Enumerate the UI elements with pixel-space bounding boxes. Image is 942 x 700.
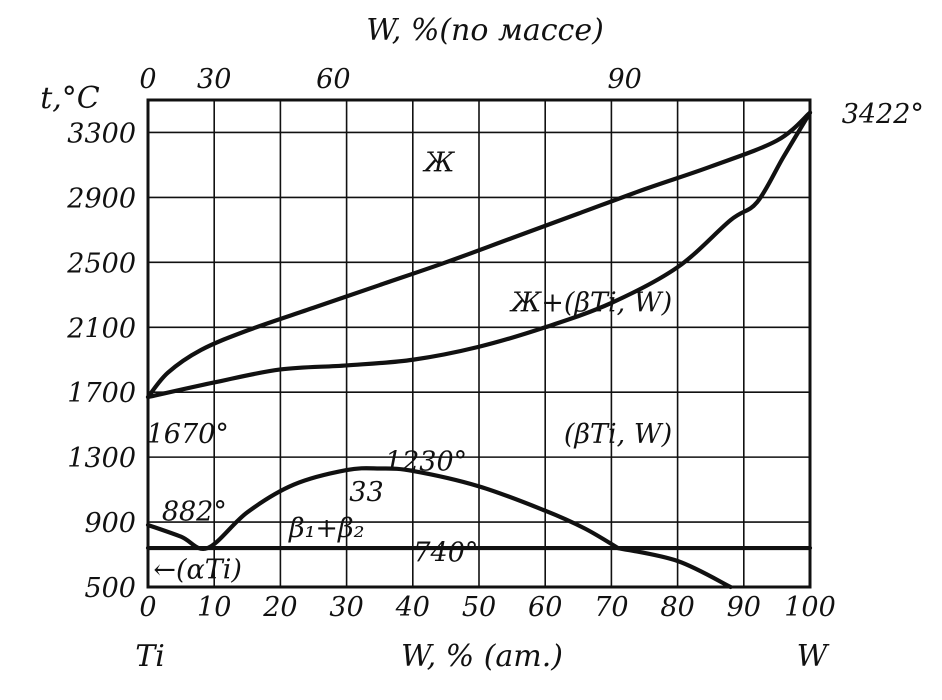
phase-boundary-line [145,110,813,400]
x-tick-label: 80 [660,592,694,623]
x-tick-label: 10 [197,592,231,623]
region-label: Ж+(βTi, W) [509,287,672,318]
top-tick-label: 60 [316,64,350,95]
y-tick-label: 2900 [66,183,136,214]
y-axis-title: t,°C [40,81,100,116]
region-label: 3422° [842,99,924,130]
y-tick-label: 2500 [66,248,136,279]
y-tick-label: 900 [84,508,136,539]
x-tick-label: 50 [462,592,496,623]
left-element-label: Ti [135,639,165,674]
x-tick-label: 30 [329,592,363,623]
phase-boundary-line [145,110,813,400]
region-label: Ж [422,148,455,179]
region-label: 1670° [147,419,229,450]
top-axis-title: W, %(по массе) [366,13,604,48]
region-label: β₁+β₂ [288,513,365,544]
y-tick-label: 500 [84,573,136,604]
x-tick-label: 0 [139,592,156,623]
x-tick-labels: 0 10 20 30 40 50 60 70 80 90 100 [139,592,835,623]
x-tick-label: 90 [727,592,761,623]
x-tick-label: 40 [395,592,430,623]
region-annotations: Ж Ж+(βTi, W) (βTi, W) 1670° 1230°33 β₁+β₂ 882°… [147,99,924,585]
top-tick-labels: 0 30 60 90 [139,64,641,95]
y-tick-label: 1300 [67,443,136,474]
y-tick-label: 2100 [66,313,136,344]
phase-boundary-line [615,545,733,590]
x-axis-title: W, % (am.) [401,639,563,674]
top-tick-label: 0 [139,64,156,95]
region-label: 33 [349,477,383,508]
plot-frame [146,98,812,589]
phase-boundaries [145,110,813,590]
region-label: (βTi, W) [564,419,672,450]
region-label: 740° [413,537,478,568]
region-label: 882° [162,497,227,528]
y-tick-label: 3300 [67,118,136,149]
top-tick-label: 90 [607,64,641,95]
top-tick-label: 30 [197,64,231,95]
region-label: 1230° [385,446,467,477]
x-tick-label: 100 [784,592,836,623]
x-tick-label: 20 [262,592,297,623]
x-tick-label: 70 [594,592,628,623]
region-label: ←(αTi) [153,554,242,585]
right-element-label: W [797,639,830,674]
y-tick-label: 1700 [67,378,136,409]
x-tick-label: 60 [528,592,562,623]
y-tick-labels: 500 900 1300 1700 2100 2500 2900 3300 [66,118,136,604]
